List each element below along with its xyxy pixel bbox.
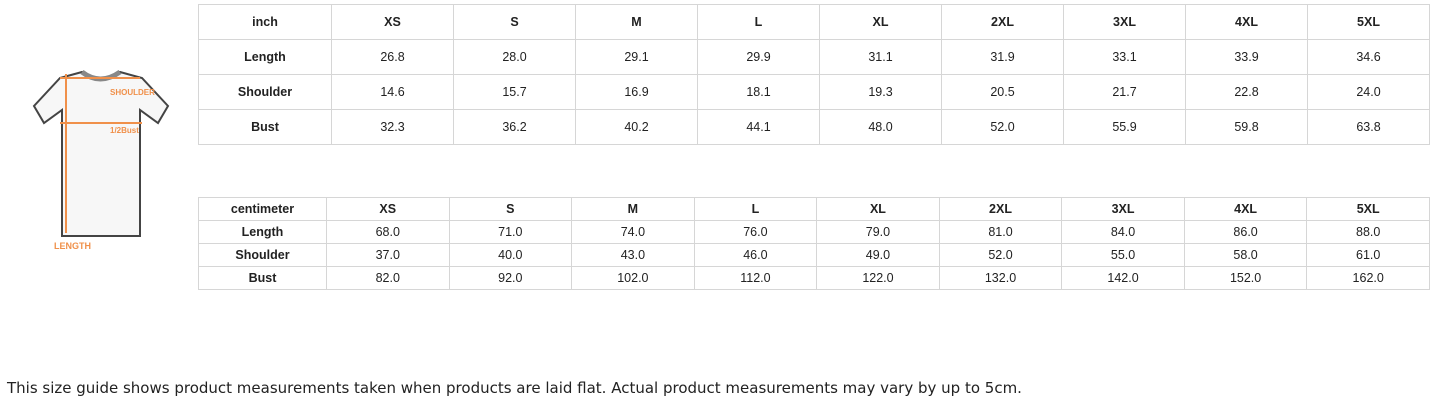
- size-header: M: [571, 197, 695, 221]
- measurement-cell: 31.9: [941, 39, 1064, 75]
- measurement-cell: 24.0: [1307, 74, 1430, 110]
- size-header: XL: [819, 4, 942, 40]
- measurement-cell: 86.0: [1183, 220, 1308, 244]
- measurement-cell: 37.0: [326, 243, 450, 267]
- row-label: Length: [198, 39, 332, 75]
- table-row: Shoulder 14.6 15.7 16.9 18.1 19.3 20.5 21.7 22.8…: [198, 74, 1430, 110]
- measurement-cell: 59.8: [1185, 109, 1308, 145]
- measurement-cell: 20.5: [941, 74, 1064, 110]
- measurement-cell: 55.9: [1063, 109, 1186, 145]
- measurement-cell: 102.0: [571, 266, 695, 290]
- table-row: Length 68.0 71.0 74.0 76.0 79.0 81.0 84.0 86.0 88…: [198, 220, 1430, 244]
- measurement-cell: 71.0: [448, 220, 573, 244]
- measurement-cell: 82.0: [326, 266, 450, 290]
- row-label: Length: [198, 220, 327, 244]
- size-header: XL: [816, 197, 940, 221]
- row-label: Shoulder: [198, 243, 327, 267]
- measurement-cell: 22.8: [1185, 74, 1308, 110]
- measurement-cell: 33.1: [1063, 39, 1186, 75]
- measurement-cell: 63.8: [1307, 109, 1430, 145]
- length-label: LENGTH: [54, 241, 91, 251]
- table-row: Bust 82.0 92.0 102.0 112.0 122.0 132.0 142.0 152…: [198, 266, 1430, 290]
- centimeter-size-table: centimeter XS S M L XL 2XL 3XL 4XL 5XL Length 68.0 7…: [198, 197, 1430, 290]
- row-label: Shoulder: [198, 74, 332, 110]
- measurement-cell: 28.0: [453, 39, 576, 75]
- table-row: Length 26.8 28.0 29.1 29.9 31.1 31.9 33.1 33.9 34…: [198, 39, 1430, 75]
- shoulder-label: SHOULDER: [110, 88, 155, 97]
- unit-header: centimeter: [198, 197, 327, 221]
- measurement-cell: 36.2: [453, 109, 576, 145]
- bust-label: 1/2Bust: [110, 126, 139, 135]
- measurement-cell: 112.0: [693, 266, 818, 290]
- table-row: Shoulder 37.0 40.0 43.0 46.0 49.0 52.0 55.0 58.0…: [198, 243, 1430, 267]
- measurement-cell: 68.0: [326, 220, 450, 244]
- size-header: 2XL: [941, 4, 1064, 40]
- measurement-cell: 15.7: [453, 74, 576, 110]
- measurement-cell: 79.0: [816, 220, 940, 244]
- measurement-cell: 52.0: [941, 109, 1064, 145]
- size-header: M: [575, 4, 698, 40]
- measurement-cell: 52.0: [938, 243, 1063, 267]
- measurement-cell: 32.3: [331, 109, 454, 145]
- measurement-cell: 18.1: [697, 74, 820, 110]
- measurement-cell: 58.0: [1183, 243, 1308, 267]
- table-row: Bust 32.3 36.2 40.2 44.1 48.0 52.0 55.9 59.8 63.8: [198, 109, 1430, 145]
- measurement-cell: 14.6: [331, 74, 454, 110]
- measurement-cell: 122.0: [816, 266, 940, 290]
- measurement-cell: 162.0: [1306, 266, 1430, 290]
- measurement-cell: 26.8: [331, 39, 454, 75]
- size-guide-note: This size guide shows product measuremen…: [7, 379, 1022, 397]
- unit-header: inch: [198, 4, 332, 40]
- size-header: XS: [326, 197, 450, 221]
- size-header: 3XL: [1061, 197, 1185, 221]
- measurement-cell: 142.0: [1061, 266, 1185, 290]
- measurement-cell: 46.0: [693, 243, 818, 267]
- size-header: 5XL: [1307, 4, 1430, 40]
- measurement-cell: 76.0: [693, 220, 818, 244]
- measurement-cell: 88.0: [1306, 220, 1430, 244]
- measurement-cell: 49.0: [816, 243, 940, 267]
- measurement-cell: 34.6: [1307, 39, 1430, 75]
- size-header: 2XL: [938, 197, 1063, 221]
- measurement-cell: 29.1: [575, 39, 698, 75]
- measurement-cell: 43.0: [571, 243, 695, 267]
- measurement-cell: 84.0: [1061, 220, 1185, 244]
- measurement-cell: 16.9: [575, 74, 698, 110]
- measurement-cell: 19.3: [819, 74, 942, 110]
- measurement-cell: 55.0: [1061, 243, 1185, 267]
- measurement-cell: 21.7: [1063, 74, 1186, 110]
- measurement-cell: 31.1: [819, 39, 942, 75]
- size-header: XS: [331, 4, 454, 40]
- measurement-cell: 152.0: [1183, 266, 1308, 290]
- measurement-cell: 74.0: [571, 220, 695, 244]
- measurement-cell: 92.0: [448, 266, 573, 290]
- measurement-cell: 48.0: [819, 109, 942, 145]
- measurement-cell: 44.1: [697, 109, 820, 145]
- row-label: Bust: [198, 266, 327, 290]
- size-header: 5XL: [1306, 197, 1430, 221]
- size-header: 4XL: [1185, 4, 1308, 40]
- size-header: 4XL: [1183, 197, 1308, 221]
- size-header: 3XL: [1063, 4, 1186, 40]
- inch-size-table: inch XS S M L XL 2XL 3XL 4XL 5XL Length 26.8 28.0 29.…: [198, 4, 1430, 145]
- size-header: L: [693, 197, 818, 221]
- size-header: S: [448, 197, 573, 221]
- measurement-cell: 81.0: [938, 220, 1063, 244]
- header-row: inch XS S M L XL 2XL 3XL 4XL 5XL: [198, 4, 1430, 40]
- measurement-cell: 132.0: [938, 266, 1063, 290]
- measurement-cell: 29.9: [697, 39, 820, 75]
- tshirt-diagram: SHOULDER 1/2Bust LENGTH: [32, 69, 170, 251]
- measurement-cell: 33.9: [1185, 39, 1308, 75]
- measurement-cell: 61.0: [1306, 243, 1430, 267]
- header-row: centimeter XS S M L XL 2XL 3XL 4XL 5XL: [198, 197, 1430, 221]
- measurement-cell: 40.0: [448, 243, 573, 267]
- row-label: Bust: [198, 109, 332, 145]
- size-header: L: [697, 4, 820, 40]
- size-header: S: [453, 4, 576, 40]
- measurement-cell: 40.2: [575, 109, 698, 145]
